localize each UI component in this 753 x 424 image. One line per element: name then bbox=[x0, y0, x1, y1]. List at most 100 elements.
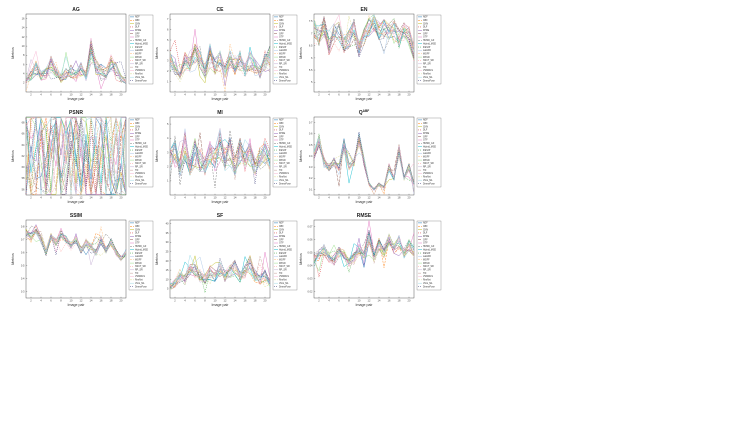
panel-title: SF bbox=[217, 213, 223, 219]
y-tick-label: 4 bbox=[23, 72, 25, 76]
y-tick-label: 1 bbox=[167, 80, 169, 84]
legend-entry: CNN bbox=[279, 23, 284, 25]
legend-entry: IFEVIP bbox=[279, 253, 287, 255]
x-tick-label: 10 bbox=[358, 195, 361, 199]
y-tick-label: 66 bbox=[22, 132, 25, 136]
series-line-rp_sr bbox=[25, 117, 126, 195]
y-tick-label: 0.7 bbox=[309, 120, 313, 124]
legend-entry: TIF bbox=[423, 170, 427, 172]
legend-entry: VGG_ML bbox=[423, 180, 433, 182]
series-line-densefuse bbox=[313, 132, 415, 191]
y-axis-label: Metrics bbox=[299, 150, 303, 162]
panel-title: MI bbox=[217, 110, 223, 116]
legend-entry: ADF bbox=[423, 16, 428, 19]
series-line-vgg_ml bbox=[25, 117, 127, 195]
series-line-vsmwls bbox=[25, 117, 127, 195]
legend-entry: CBF bbox=[423, 123, 428, 125]
legend-entry: ADF bbox=[135, 222, 140, 225]
y-tick-label: 6 bbox=[311, 56, 313, 60]
legend-entry: NSCT_SR bbox=[135, 60, 146, 62]
series-line-cnn bbox=[169, 45, 271, 84]
legend-entry: LatLRR bbox=[135, 255, 143, 258]
legend-entry: ADF bbox=[135, 119, 140, 122]
legend-entry: LatLRR bbox=[135, 49, 143, 52]
y-tick-label: 0.8 bbox=[21, 224, 25, 228]
x-tick-label: 8 bbox=[204, 298, 206, 302]
legend-entry: DenseFuse bbox=[279, 80, 291, 82]
x-tick-label: 2 bbox=[174, 195, 176, 199]
legend-entry: MGFF bbox=[423, 53, 430, 55]
x-tick-label: 14 bbox=[90, 92, 93, 96]
series-line-tif bbox=[313, 135, 415, 195]
y-tick-label: 3 bbox=[167, 59, 169, 63]
x-tick-label: 16 bbox=[388, 298, 391, 302]
legend-entry: MGFF bbox=[135, 156, 142, 158]
y-axis-label: Metrics bbox=[11, 150, 15, 162]
y-axis-label: Metrics bbox=[11, 47, 15, 59]
legend-entry: VSMWLS bbox=[279, 70, 289, 72]
legend-entry: RP_SR bbox=[135, 167, 143, 169]
legend-entry: RP_SR bbox=[423, 64, 431, 66]
x-tick-label: 14 bbox=[90, 298, 93, 302]
x-tick-label: 6 bbox=[50, 298, 52, 302]
legend-entry: LatLRR bbox=[423, 152, 431, 155]
x-tick-label: 16 bbox=[244, 92, 247, 96]
series-line-densefuse bbox=[313, 230, 415, 262]
legend-frame bbox=[128, 220, 154, 291]
y-tick-label: 0.5 bbox=[309, 143, 313, 147]
y-axis-label: Metrics bbox=[11, 253, 15, 265]
legend-entry: NSCT_SR bbox=[135, 266, 146, 268]
x-tick-label: 10 bbox=[358, 298, 361, 302]
legend-entry: VSMWLS bbox=[423, 173, 433, 175]
y-tick-label: 15 bbox=[166, 268, 169, 272]
legend-entry: ADF bbox=[135, 16, 140, 19]
legend-entry: Hybrid_MSD bbox=[135, 42, 148, 45]
legend-entry: Hybrid_MSD bbox=[423, 145, 436, 148]
y-tick-label: 64 bbox=[22, 143, 25, 147]
legend-entry: CBF bbox=[279, 123, 284, 125]
legend-entry: GFF bbox=[423, 33, 428, 35]
legend-entry: VSMWLS bbox=[135, 173, 145, 175]
legend-entry: MSVD bbox=[423, 160, 430, 162]
legend-entry: IFEVIP bbox=[135, 253, 143, 255]
y-tick-label: 2 bbox=[167, 165, 169, 169]
legend-entry: RP_SR bbox=[135, 64, 143, 66]
y-tick-label: 5 bbox=[311, 80, 313, 84]
legend-entry: CNN bbox=[135, 126, 140, 128]
legend-entry: NSCT_SR bbox=[423, 60, 434, 62]
x-tick-label: 18 bbox=[254, 298, 257, 302]
legend-entry: RP_SR bbox=[279, 270, 287, 272]
legend-entry: DenseFuse bbox=[135, 286, 147, 288]
legend-frame bbox=[416, 117, 442, 188]
y-tick-label: 62 bbox=[22, 154, 25, 158]
series-line-dlf bbox=[25, 117, 127, 195]
x-tick-label: 18 bbox=[254, 92, 257, 96]
legend-entry: CBF bbox=[279, 226, 284, 228]
legend-entry: DLF bbox=[279, 27, 284, 29]
legend-entry: GFF bbox=[279, 33, 284, 35]
series-line-vgg_ml bbox=[313, 14, 415, 52]
legend-entry: Hybrid_MSD bbox=[279, 248, 292, 251]
legend-entry: GTF bbox=[135, 140, 140, 142]
x-tick-label: 12 bbox=[368, 298, 371, 302]
legend-entry: MGFF bbox=[279, 53, 286, 55]
x-tick-label: 12 bbox=[368, 195, 371, 199]
x-tick-label: 8 bbox=[204, 92, 206, 96]
legend-entry: ResNet bbox=[135, 279, 143, 282]
legend-entry: VSMWLS bbox=[423, 70, 433, 72]
legend-entry: CNN bbox=[135, 23, 140, 25]
legend-entry: LatLRR bbox=[423, 255, 431, 258]
y-tick-label: 10 bbox=[166, 277, 169, 281]
legend-entry: NSCT_SR bbox=[279, 60, 290, 62]
series-line-tif bbox=[313, 19, 415, 59]
y-tick-label: 1 bbox=[167, 179, 169, 183]
series-line-gtf bbox=[25, 117, 127, 195]
legend-entry: DLF bbox=[279, 130, 284, 132]
legend-entry: MSVD bbox=[279, 160, 286, 162]
y-tick-label: 14 bbox=[22, 26, 25, 30]
x-axis-label: Image pair bbox=[68, 97, 86, 101]
